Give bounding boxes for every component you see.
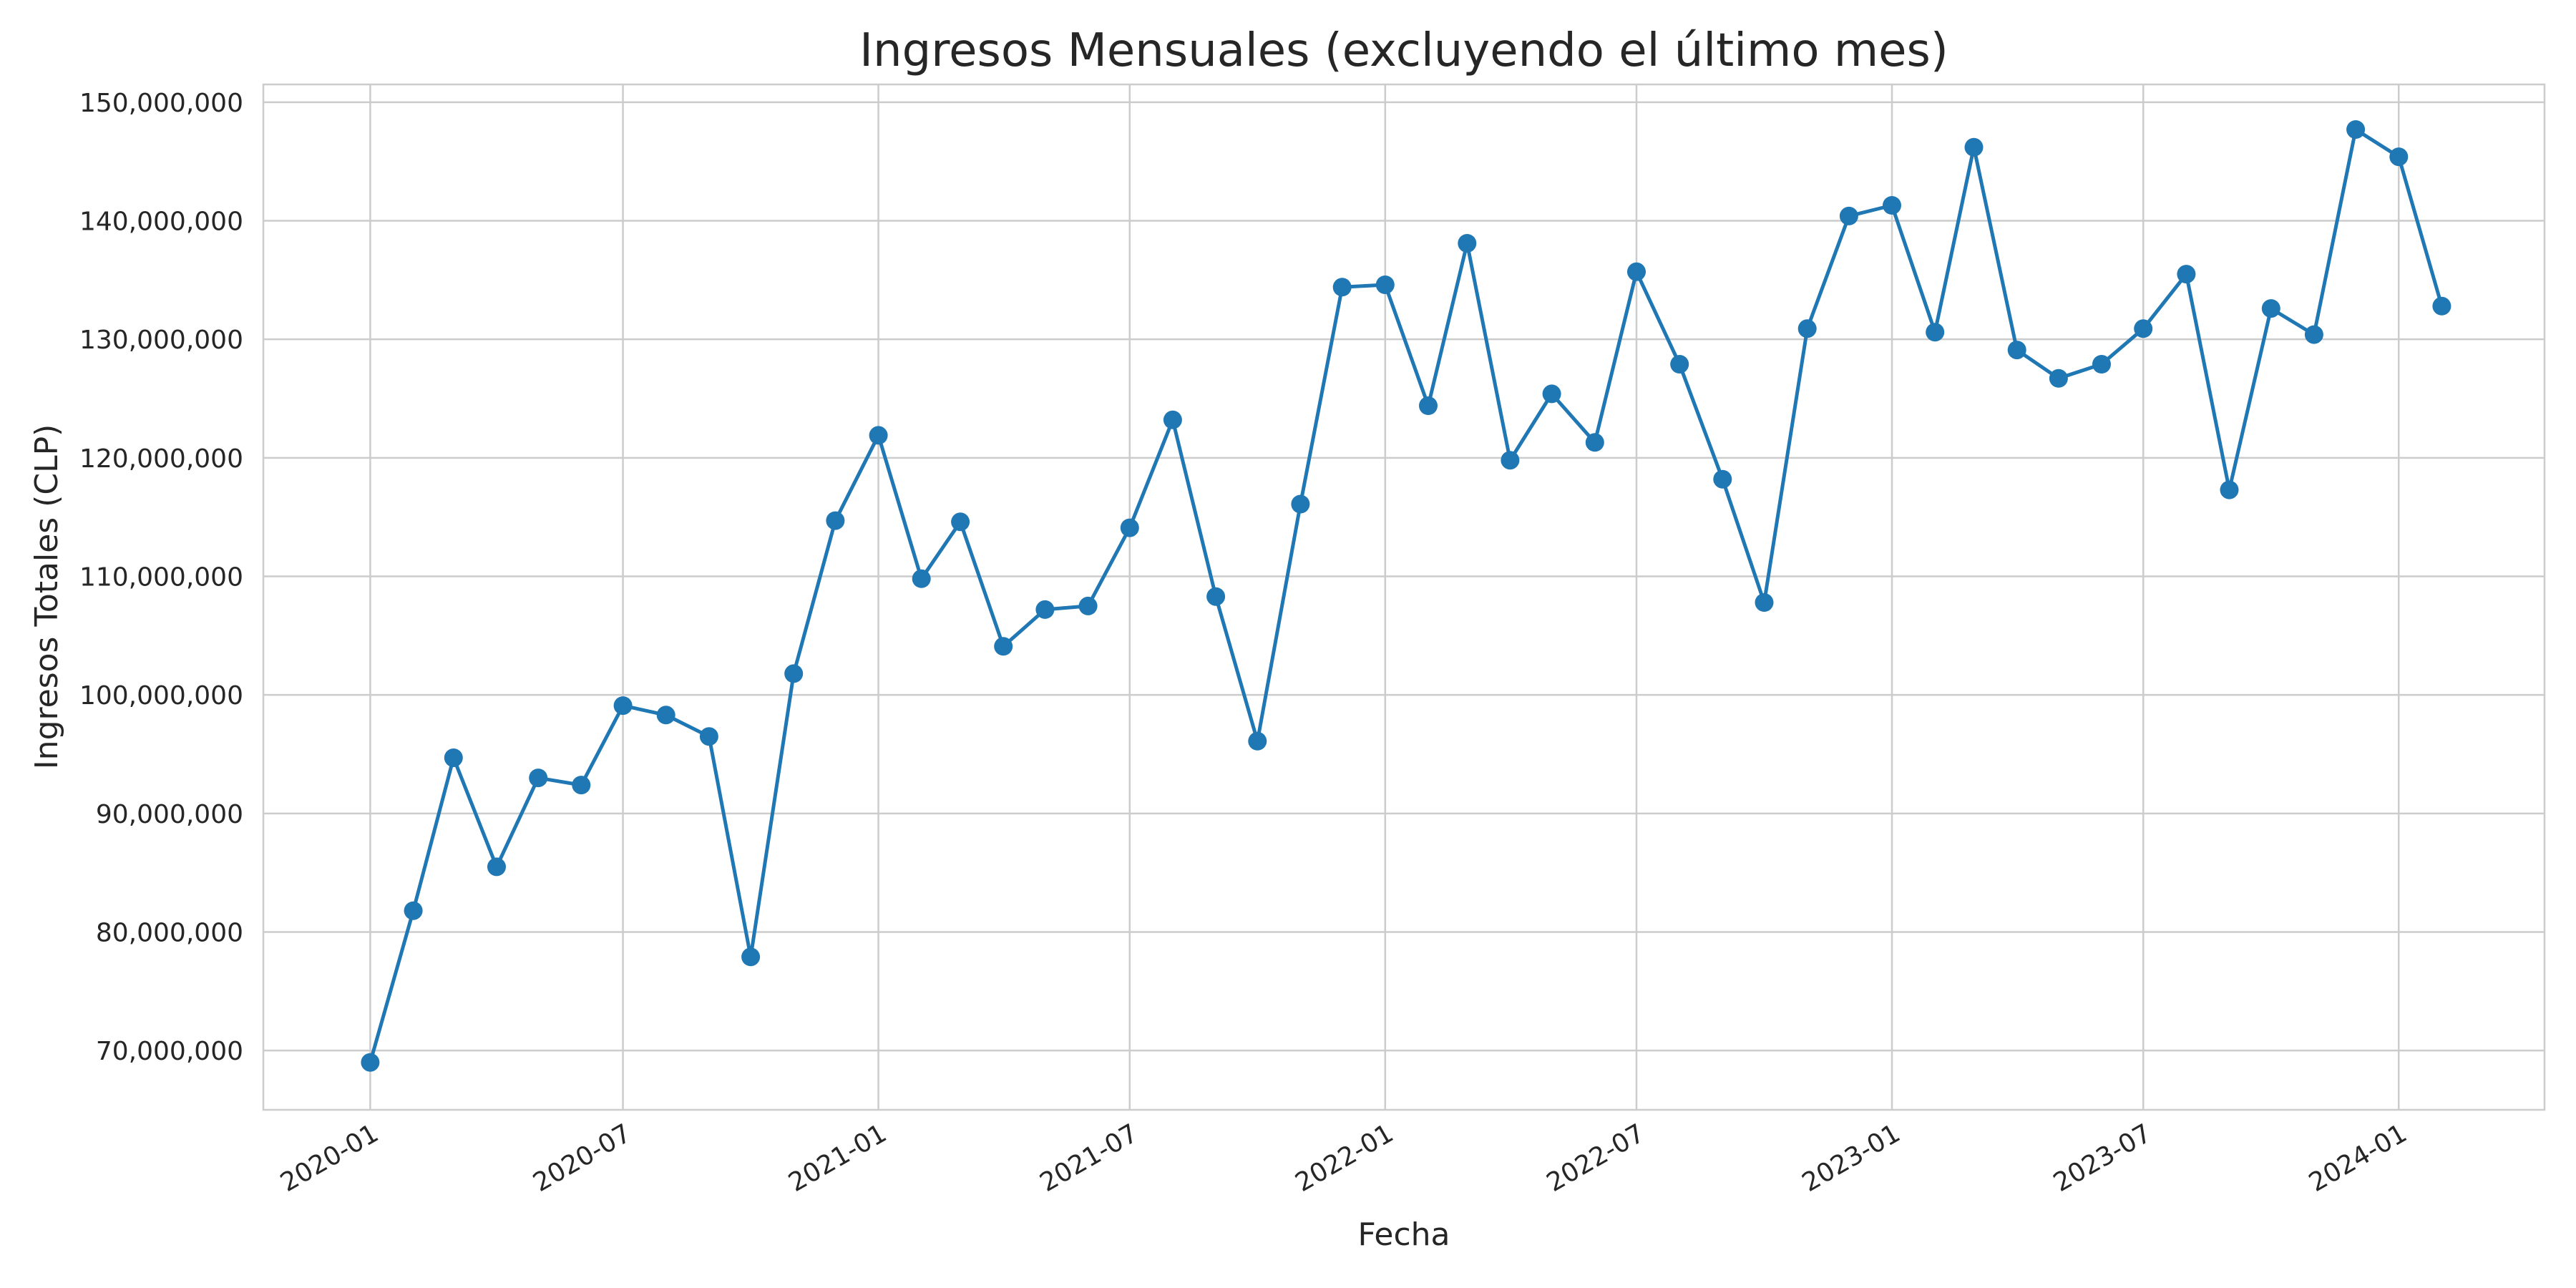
data-point [613, 696, 633, 716]
y-tick-label: 100,000,000 [79, 681, 243, 711]
data-point [1120, 518, 1139, 537]
data-point [2220, 480, 2239, 499]
y-tick-label: 130,000,000 [79, 326, 243, 355]
chart-title: Ingresos Mensuales (excluyendo el último… [859, 24, 1948, 77]
y-tick-label: 80,000,000 [96, 919, 243, 948]
y-tick-label: 70,000,000 [96, 1037, 243, 1066]
data-point [1926, 323, 1945, 342]
data-point [869, 426, 888, 445]
data-point [1291, 494, 1310, 514]
data-point [1375, 275, 1395, 294]
data-point [444, 748, 463, 767]
data-point [784, 664, 804, 683]
y-tick-label: 90,000,000 [96, 800, 243, 829]
data-point [951, 512, 970, 532]
data-point [529, 769, 548, 788]
y-tick-label: 140,000,000 [79, 208, 243, 237]
data-point [404, 901, 423, 920]
y-tick-labels: 70,000,000 80,000,000 90,000,000 100,000,00… [79, 89, 243, 1066]
data-point [2007, 341, 2026, 360]
data-point [826, 511, 845, 530]
grid-lines [263, 84, 2545, 1110]
y-tick-label: 120,000,000 [79, 444, 243, 474]
data-point [1627, 262, 1646, 281]
data-point [2304, 325, 2323, 344]
data-point [699, 727, 718, 746]
data-point [1078, 596, 1098, 615]
data-point [994, 637, 1013, 656]
data-point [1585, 433, 1604, 452]
x-axis-label: Fecha [1357, 1216, 1450, 1253]
data-point [1332, 278, 1352, 297]
data-point [1419, 396, 1438, 415]
data-point [1501, 451, 1520, 470]
data-point [1839, 206, 1858, 225]
data-point [1755, 593, 1774, 612]
data-point [2092, 355, 2111, 374]
data-point [1964, 137, 1984, 157]
data-point [912, 569, 931, 588]
data-point [572, 776, 591, 795]
data-point [1206, 587, 1226, 606]
data-point [2389, 147, 2409, 167]
data-point [741, 947, 761, 967]
data-point [656, 706, 675, 725]
data-point [1163, 410, 1182, 429]
data-point [2432, 296, 2451, 316]
series-revenue [361, 120, 2451, 1072]
data-point [2177, 265, 2196, 284]
plot-frame [262, 83, 2546, 1111]
y-tick-label: 110,000,000 [79, 563, 243, 592]
data-point [361, 1053, 380, 1072]
data-point [1542, 384, 1561, 404]
data-point [1797, 319, 1817, 338]
data-point [2134, 319, 2153, 338]
data-point [2346, 120, 2366, 139]
data-point [1458, 234, 1477, 253]
data-point [1713, 469, 1732, 489]
y-tick-label: 150,000,000 [79, 89, 243, 118]
y-axis-label: Ingresos Totales (CLP) [29, 424, 65, 770]
data-point [2049, 369, 2068, 388]
data-point [1248, 731, 1267, 751]
data-point [1670, 355, 1689, 374]
data-point [1883, 196, 1901, 215]
data-point [1035, 600, 1055, 619]
data-point [487, 857, 506, 877]
data-point [2261, 299, 2280, 318]
